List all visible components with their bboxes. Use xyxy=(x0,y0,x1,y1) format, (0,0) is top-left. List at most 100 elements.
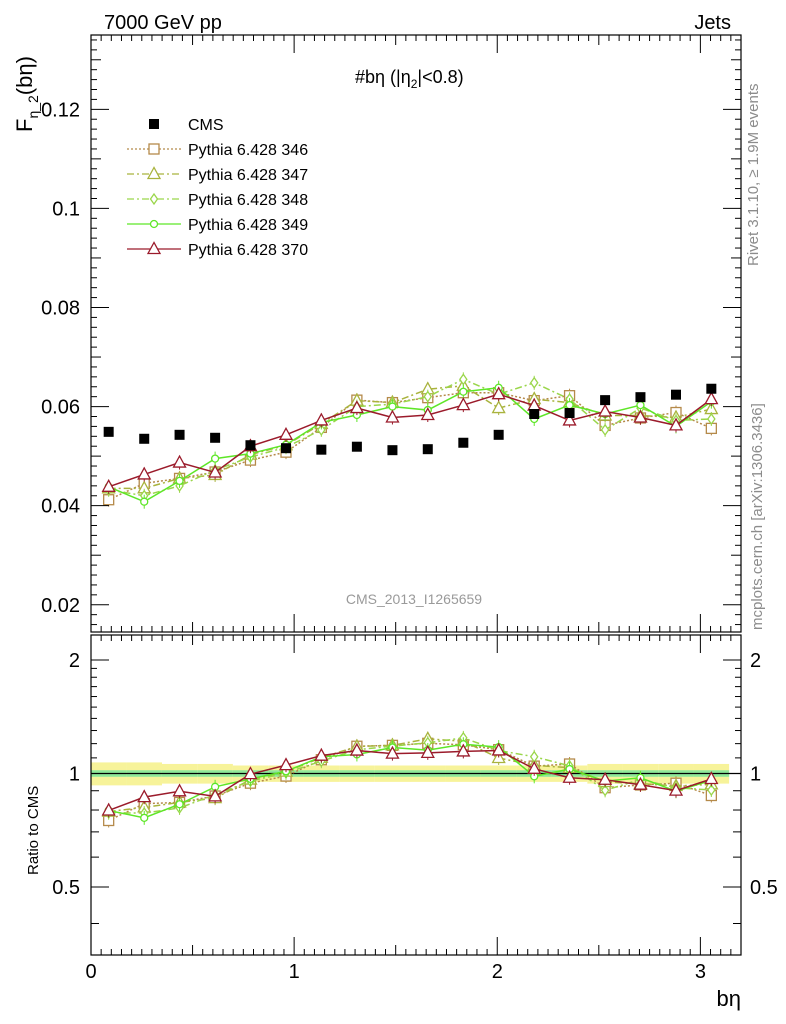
cms-point xyxy=(458,437,469,448)
legend-entry: Pythia 6.428 346 xyxy=(127,142,308,159)
cms-point xyxy=(351,441,362,452)
legend-marker xyxy=(146,166,162,180)
cms-point xyxy=(564,408,575,419)
rivet-label: Rivet 3.1.10, ≥ 1.9M events xyxy=(745,83,762,267)
series-ratio-point xyxy=(314,747,329,761)
series-cms xyxy=(103,383,717,456)
series-ratio-point xyxy=(491,742,506,756)
ratio-tick-label: 0.5 xyxy=(52,877,80,899)
series-point xyxy=(459,387,468,396)
series-point xyxy=(175,476,184,486)
y-tick-label: 0.08 xyxy=(41,297,80,319)
series-5 xyxy=(101,386,719,818)
series-point xyxy=(388,402,397,411)
y-tick-label: 0.04 xyxy=(41,496,80,518)
series-point xyxy=(668,417,684,431)
cms-point xyxy=(706,383,717,394)
series-ratio-line xyxy=(108,737,712,814)
plot-title: #bη (|η2|<0.8) xyxy=(355,67,464,91)
legend-label: Pythia 6.428 346 xyxy=(188,142,308,159)
cms-point xyxy=(635,392,646,403)
series-point xyxy=(459,373,468,386)
legend-marker xyxy=(149,219,159,229)
series-ratio-line xyxy=(108,742,712,822)
legend-marker xyxy=(148,143,160,155)
ratio-tick-label-right: 2 xyxy=(750,650,761,672)
series-ratio-point xyxy=(456,743,471,757)
legend-entry: CMS xyxy=(149,117,224,134)
legend: CMS Pythia 6.428 346 Pythia 6.428 347 Pythi… xyxy=(127,117,308,259)
x-axis-label: bη xyxy=(717,986,741,1011)
legend-entry: Pythia 6.428 349 xyxy=(127,217,308,234)
tick-marks xyxy=(90,35,742,955)
y-axis-label: Fη_2(bη) xyxy=(12,56,41,132)
data-layer xyxy=(101,372,719,828)
cms-point xyxy=(316,444,327,455)
series-point xyxy=(491,400,506,414)
legend-marker xyxy=(146,241,162,255)
series-ratio-point xyxy=(175,800,184,809)
series-point xyxy=(420,407,435,421)
series-point xyxy=(704,391,719,405)
watermark: CMS_2013_I1265659 xyxy=(346,591,482,607)
series-point xyxy=(210,454,220,463)
legend-label: Pythia 6.428 349 xyxy=(188,217,308,234)
series-ratio-line xyxy=(108,738,712,813)
legend-entry: Pythia 6.428 370 xyxy=(127,241,308,259)
y-tick-label: 0.1 xyxy=(52,198,80,220)
ratio-tick-label: 2 xyxy=(69,650,80,672)
legend-label: Pythia 6.428 348 xyxy=(188,192,308,209)
series-ratio-point xyxy=(278,757,294,771)
series-line xyxy=(108,393,712,488)
series-point xyxy=(101,478,116,492)
series-point xyxy=(278,426,294,440)
ratio-tick-label-right: 1 xyxy=(750,763,761,785)
series-ratio-point xyxy=(137,789,152,803)
series-ratio-point xyxy=(527,760,542,774)
series-ratio-point xyxy=(172,783,187,797)
series-ratio-line xyxy=(108,749,712,812)
cms-point xyxy=(281,443,291,454)
series-ratio-point xyxy=(668,782,684,796)
cms-point xyxy=(493,429,504,440)
series-point xyxy=(423,390,433,403)
y-tick-label: 0.06 xyxy=(41,397,80,419)
series-point xyxy=(349,400,364,414)
series-ratio-point xyxy=(101,802,116,816)
series-point xyxy=(562,412,577,426)
cms-point xyxy=(422,444,433,455)
cms-point xyxy=(671,389,681,400)
series-ratio-point xyxy=(420,745,435,759)
legend-label: Pythia 6.428 347 xyxy=(188,167,308,184)
legend-entry: Pythia 6.428 347 xyxy=(127,166,308,184)
series-point xyxy=(140,497,149,506)
x-tick-label: 0 xyxy=(85,961,96,983)
series-ratio-point xyxy=(349,742,364,756)
series-ratio-point xyxy=(243,766,258,780)
cms-point xyxy=(387,445,398,456)
x-tick-label: 1 xyxy=(289,961,300,983)
ratio-frame xyxy=(90,634,742,956)
series-point xyxy=(456,397,471,411)
x-tick-label: 2 xyxy=(492,961,503,983)
series-point xyxy=(565,400,574,410)
series-point xyxy=(208,464,223,478)
y-tick-label: 0.02 xyxy=(41,595,80,617)
ratio-tick-label: 1 xyxy=(69,763,80,785)
series-ratio-point xyxy=(529,750,539,763)
series-point xyxy=(529,376,539,389)
x-tick-label: 3 xyxy=(695,961,706,983)
cms-point xyxy=(103,426,114,437)
y-tick-label: 0.12 xyxy=(41,99,80,121)
series-point xyxy=(137,466,152,480)
ratio-tick-label-right: 0.5 xyxy=(750,877,778,899)
legend-label: Pythia 6.428 370 xyxy=(188,242,308,259)
series-ratio-point xyxy=(633,776,648,790)
ratio-axis-label: Ratio to CMS xyxy=(25,786,42,875)
series-ratio-point xyxy=(385,745,400,759)
series-point xyxy=(317,423,326,436)
series-point xyxy=(600,423,610,436)
series-ratio-point xyxy=(600,784,610,797)
series-point xyxy=(636,400,645,410)
